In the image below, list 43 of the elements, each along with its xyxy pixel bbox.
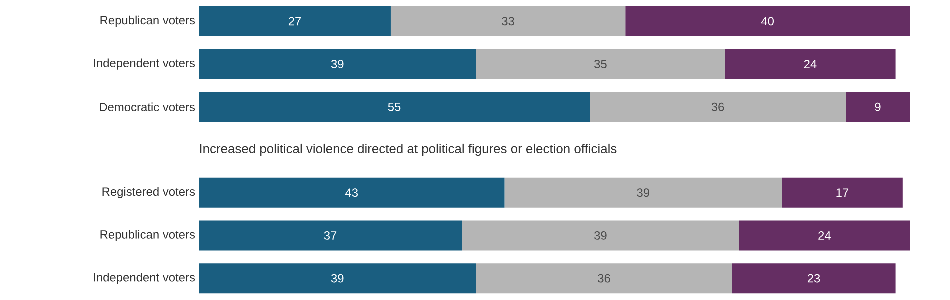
data-label: 24 (818, 232, 831, 240)
annotation: Increased political violence directed at political figures or election officials (200, 144, 617, 156)
data-label: 23 (808, 274, 820, 283)
bar (846, 92, 910, 122)
bar (199, 264, 476, 294)
bar (462, 220, 740, 251)
y-tick-label: Independent voters (94, 58, 196, 70)
y-tick-label: Independent voters (94, 273, 196, 284)
y-tick-label: Republican voters (100, 16, 196, 28)
bar (199, 178, 505, 208)
data-label: 17 (836, 188, 849, 197)
data-label: 40 (761, 17, 774, 26)
data-label: 35 (594, 60, 607, 69)
bar (199, 92, 590, 122)
y-tick-label: Registered voters (102, 187, 196, 198)
data-label: 24 (804, 60, 817, 68)
bar (390, 6, 626, 36)
data-label: 36 (598, 274, 610, 283)
bar (590, 92, 846, 122)
bar (199, 6, 391, 36)
data-label: 27 (288, 17, 302, 26)
y-tick-label: Republican voters (100, 230, 196, 242)
bar (782, 178, 903, 208)
data-label: 39 (331, 60, 344, 69)
bar (725, 49, 896, 80)
bar (476, 264, 732, 294)
bar (199, 220, 462, 251)
bar (626, 6, 910, 36)
data-label: 36 (712, 102, 724, 112)
bar (199, 49, 476, 80)
bar (732, 264, 896, 294)
data-label: 39 (594, 231, 607, 240)
data-label: 37 (324, 231, 337, 240)
bar (739, 220, 910, 251)
data-label: 43 (346, 188, 358, 198)
data-label: 9 (875, 102, 881, 112)
data-label: 39 (331, 274, 344, 283)
bar (504, 178, 782, 208)
data-label: 55 (388, 102, 401, 112)
bar (476, 49, 726, 80)
data-label: 39 (637, 188, 650, 198)
y-tick-label: Democratic voters (100, 102, 196, 112)
data-label: 33 (502, 17, 514, 26)
